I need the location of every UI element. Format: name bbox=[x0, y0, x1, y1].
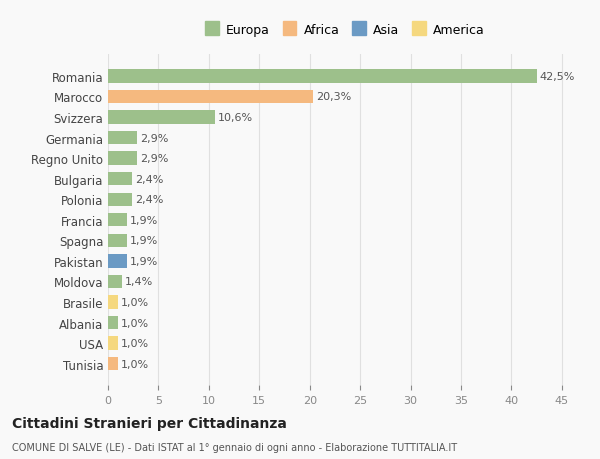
Text: 2,9%: 2,9% bbox=[140, 133, 169, 143]
Bar bbox=[108, 357, 118, 370]
Bar bbox=[108, 337, 118, 350]
Bar bbox=[108, 70, 536, 84]
Bar bbox=[108, 255, 127, 268]
Bar bbox=[108, 111, 215, 124]
Bar bbox=[108, 152, 137, 165]
Legend: Europa, Africa, Asia, America: Europa, Africa, Asia, America bbox=[200, 18, 490, 42]
Text: 2,9%: 2,9% bbox=[140, 154, 169, 164]
Bar bbox=[108, 213, 127, 227]
Bar bbox=[108, 275, 122, 289]
Bar bbox=[108, 296, 118, 309]
Text: 1,9%: 1,9% bbox=[130, 256, 158, 266]
Text: 10,6%: 10,6% bbox=[218, 113, 253, 123]
Text: Cittadini Stranieri per Cittadinanza: Cittadini Stranieri per Cittadinanza bbox=[12, 416, 287, 430]
Text: 1,9%: 1,9% bbox=[130, 236, 158, 246]
Text: 1,0%: 1,0% bbox=[121, 359, 149, 369]
Bar bbox=[108, 90, 313, 104]
Text: 1,0%: 1,0% bbox=[121, 338, 149, 348]
Text: 1,9%: 1,9% bbox=[130, 215, 158, 225]
Text: 20,3%: 20,3% bbox=[316, 92, 351, 102]
Text: 1,0%: 1,0% bbox=[121, 318, 149, 328]
Text: COMUNE DI SALVE (LE) - Dati ISTAT al 1° gennaio di ogni anno - Elaborazione TUTT: COMUNE DI SALVE (LE) - Dati ISTAT al 1° … bbox=[12, 442, 457, 452]
Text: 1,0%: 1,0% bbox=[121, 297, 149, 308]
Text: 2,4%: 2,4% bbox=[135, 174, 164, 185]
Text: 42,5%: 42,5% bbox=[539, 72, 575, 82]
Bar bbox=[108, 132, 137, 145]
Text: 2,4%: 2,4% bbox=[135, 195, 164, 205]
Bar bbox=[108, 173, 132, 186]
Bar bbox=[108, 316, 118, 330]
Bar bbox=[108, 193, 132, 207]
Bar bbox=[108, 234, 127, 247]
Text: 1,4%: 1,4% bbox=[125, 277, 154, 287]
